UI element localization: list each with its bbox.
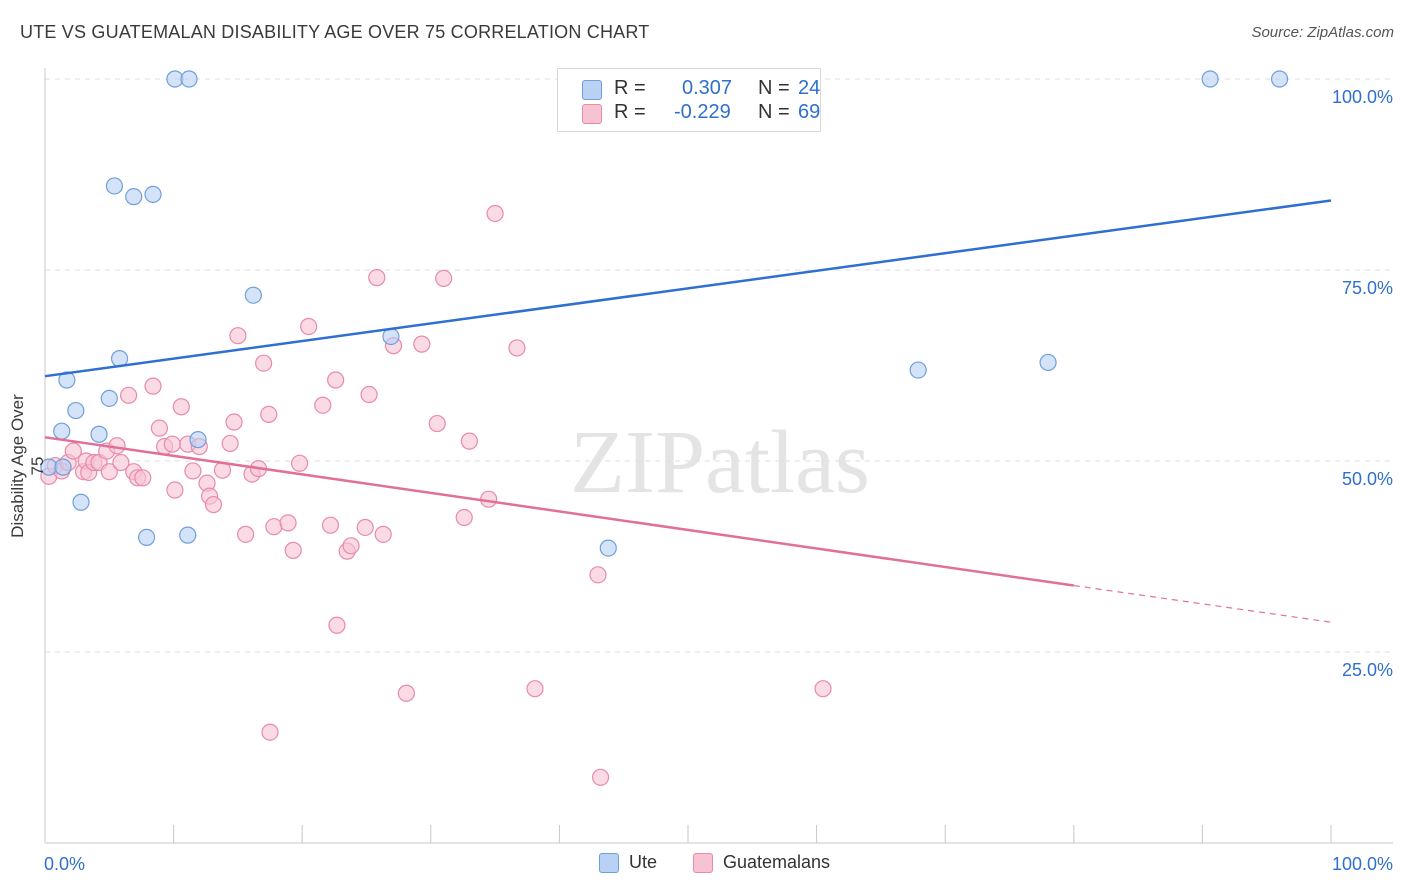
trend-layer <box>44 199 1332 623</box>
guatemalans-n-label: N = <box>758 101 790 123</box>
guatemalan-point <box>150 419 169 437</box>
ute-swatch <box>582 80 602 100</box>
guatemalan-point <box>356 518 374 537</box>
ute-point <box>105 177 124 195</box>
guatemalan-point <box>144 377 162 395</box>
tick-label-layer: 100.0% 75.0% 50.0% 25.0% 0.0% 100.0% <box>44 87 1393 874</box>
guatemalan-point <box>342 537 360 555</box>
ute-n-value: 24 <box>798 77 821 99</box>
ute-point <box>179 526 197 544</box>
ute-r-label: R = <box>614 77 646 99</box>
y-axis-label: Disability Age Over 75 <box>8 394 47 538</box>
y-tick-label: 25.0% <box>1342 660 1393 680</box>
guatemalan-point <box>100 463 118 481</box>
guatemalan-point <box>328 616 346 634</box>
guatemalan-point <box>184 462 202 480</box>
guatemalan-point <box>397 684 415 702</box>
ute-trend-line <box>44 199 1332 378</box>
ute-point <box>144 185 162 203</box>
ute-point <box>599 539 617 557</box>
ute-point <box>909 361 927 379</box>
y-tick-label: 75.0% <box>1342 278 1393 298</box>
y-tick-label: 50.0% <box>1342 469 1393 489</box>
guatemalan-trend-extension <box>1073 584 1332 623</box>
guatemalan-point <box>284 541 302 559</box>
guatemalan-point <box>229 327 247 345</box>
guatemalan-point <box>112 453 130 472</box>
guatemalan-point <box>321 516 340 534</box>
ute-point <box>125 188 143 206</box>
ute-n-label: N = <box>758 77 790 99</box>
guatemalan-point <box>526 680 544 698</box>
x-tick-label: 0.0% <box>44 854 85 874</box>
guatemalan-point <box>134 469 152 487</box>
ute-point <box>67 401 85 420</box>
guatemalans-r-value: -0.229 <box>674 101 731 123</box>
guatemalan-point <box>172 398 190 416</box>
ute-point <box>100 389 118 407</box>
guatemalan-point <box>260 405 278 423</box>
guatemalan-point <box>460 432 478 450</box>
guatemalans-swatch <box>582 104 602 124</box>
guatemalan-point <box>291 454 309 472</box>
guatemalan-point <box>166 481 184 499</box>
guatemalan-point <box>814 680 832 698</box>
guatemalan-point <box>221 434 239 453</box>
guatemalan-point <box>368 269 386 287</box>
guatemalan-point <box>255 354 273 372</box>
points-layer <box>40 70 1289 786</box>
bottom-guatemalans-swatch <box>693 853 713 873</box>
guatemalan-point <box>204 495 223 514</box>
bottom-guatemalans-label: Guatemalans <box>723 852 831 872</box>
chart-title: UTE VS GUATEMALAN DISABILITY AGE OVER 75… <box>20 22 650 42</box>
guatemalan-point <box>508 339 526 357</box>
source-label: Source: ZipAtlas.com <box>1251 24 1394 41</box>
guatemalan-trend-line <box>44 436 1074 587</box>
guatemalan-point <box>279 514 297 532</box>
guatemalan-point <box>237 525 255 543</box>
ute-point <box>72 493 90 511</box>
ute-point <box>180 70 198 88</box>
guatemalan-point <box>314 396 332 414</box>
guatemalan-point <box>300 317 318 336</box>
guatemalan-point <box>163 435 181 453</box>
axes-layer <box>44 68 1393 844</box>
guatemalan-point <box>486 204 504 223</box>
ute-r-value: 0.307 <box>682 77 733 99</box>
ute-point <box>244 286 262 304</box>
guatemalan-point <box>435 269 453 288</box>
bottom-ute-label: Ute <box>629 852 658 872</box>
guatemalan-point <box>119 386 138 404</box>
guatemalan-point <box>265 518 283 536</box>
guatemalans-r-label: R = <box>614 101 646 123</box>
bottom-ute-swatch <box>599 853 619 873</box>
ute-point <box>1039 353 1057 372</box>
guatemalan-point <box>413 335 431 353</box>
guatemalan-point <box>261 723 279 741</box>
guatemalans-n-value: 69 <box>798 101 821 123</box>
guatemalan-point <box>374 525 392 543</box>
guatemalan-point <box>589 566 607 584</box>
guatemalan-point <box>64 442 82 460</box>
guatemalan-point <box>455 508 473 527</box>
ute-point <box>54 458 72 476</box>
guatemalan-point <box>327 371 345 389</box>
guatemalan-point <box>225 413 243 431</box>
ute-point <box>1270 70 1289 88</box>
guatemalan-point <box>591 768 610 786</box>
ute-point <box>137 528 156 547</box>
ute-point <box>1201 70 1219 88</box>
x-tick-label: 100.0% <box>1332 854 1393 874</box>
correlation-legend: R = 0.307 N = 24 R = -0.229 N = 69 <box>557 68 821 132</box>
guatemalan-point <box>428 414 446 433</box>
guatemalan-point <box>360 385 378 404</box>
watermark: ZIPatlas <box>570 413 870 512</box>
ute-point <box>90 425 108 443</box>
y-tick-label: 100.0% <box>1332 87 1393 107</box>
grid-layer <box>45 78 1393 653</box>
ute-point <box>53 422 71 440</box>
ute-point <box>189 431 207 449</box>
